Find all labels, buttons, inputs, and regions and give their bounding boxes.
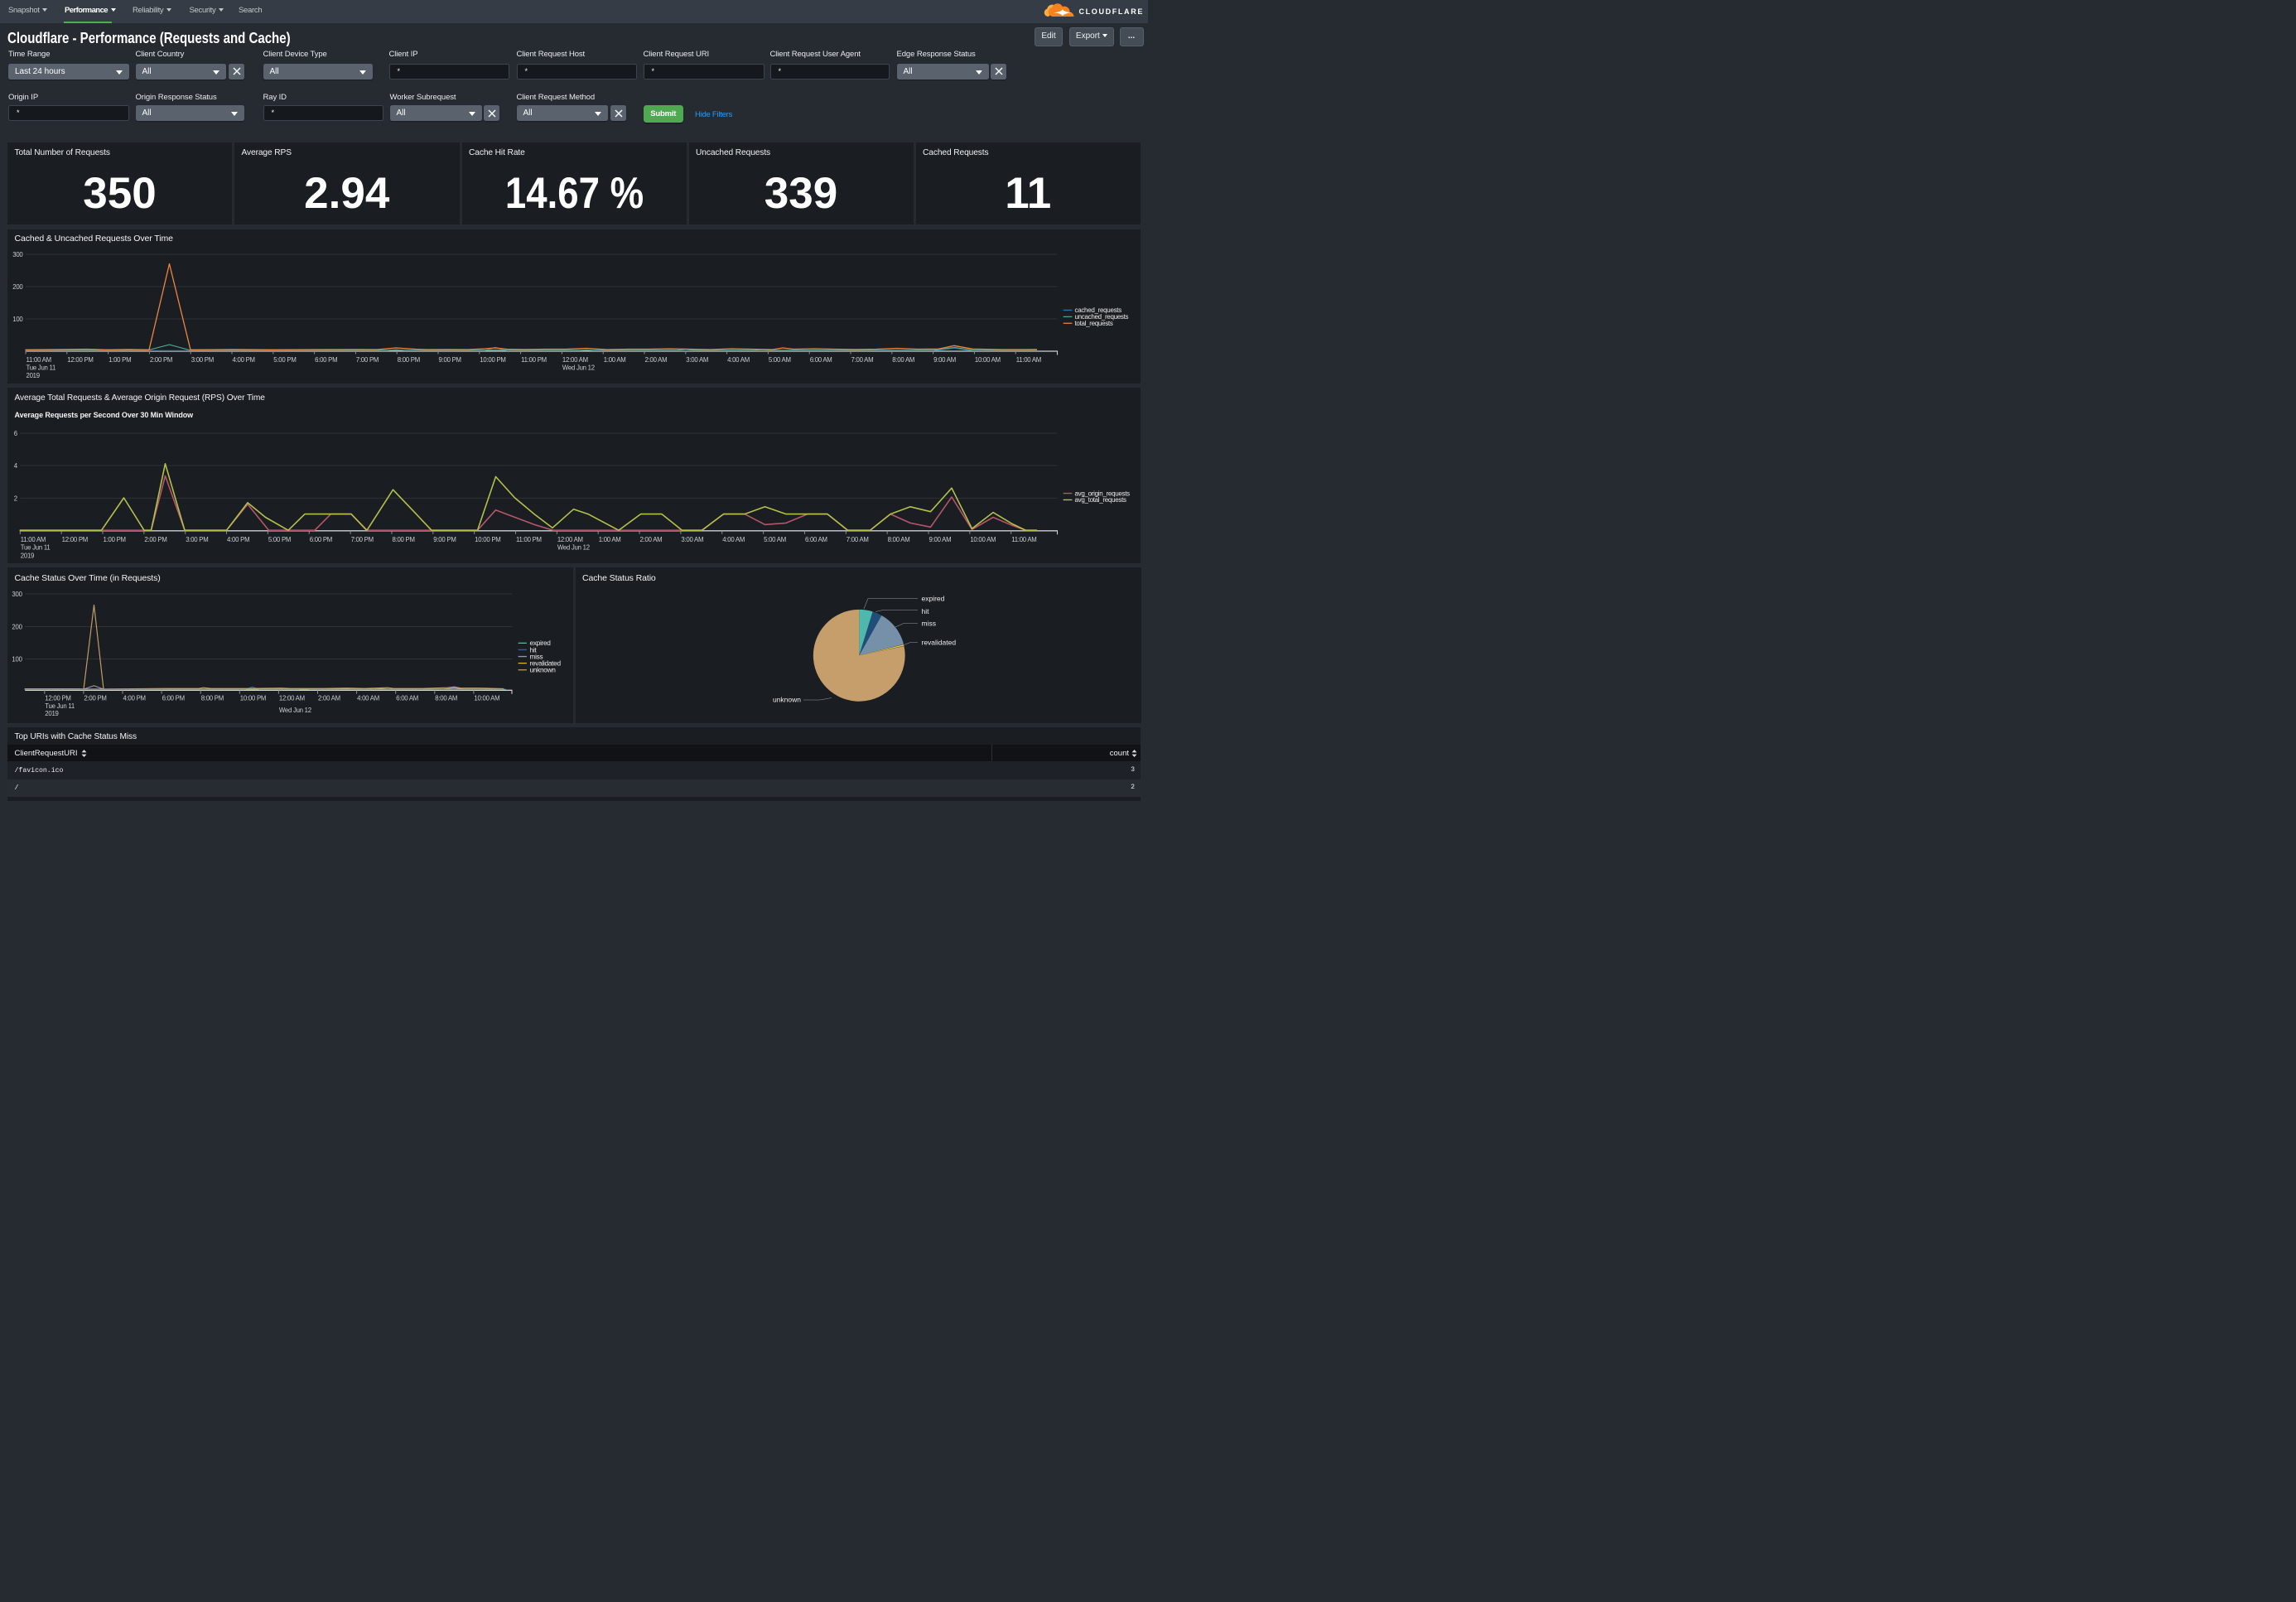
- svg-text:2:00 PM: 2:00 PM: [150, 356, 172, 364]
- svg-text:9:00 AM: 9:00 AM: [929, 536, 952, 543]
- svg-text:300: 300: [12, 591, 22, 598]
- svg-text:12:00 PM: 12:00 PM: [45, 695, 70, 702]
- svg-text:9:00 AM: 9:00 AM: [933, 356, 956, 364]
- svg-text:Wed Jun 12: Wed Jun 12: [562, 364, 595, 372]
- svg-text:expired: expired: [530, 639, 552, 647]
- svg-text:4:00 AM: 4:00 AM: [722, 536, 745, 543]
- svg-text:2:00 PM: 2:00 PM: [84, 695, 106, 702]
- svg-text:7:00 AM: 7:00 AM: [851, 356, 874, 364]
- svg-text:11:00 AM: 11:00 AM: [1011, 536, 1036, 543]
- svg-text:4:00 PM: 4:00 PM: [123, 695, 146, 702]
- svg-text:10:00 AM: 10:00 AM: [970, 536, 996, 543]
- svg-text:uncached_requests: uncached_requests: [1075, 313, 1129, 321]
- svg-text:10:00 AM: 10:00 AM: [474, 695, 499, 702]
- svg-text:10:00 PM: 10:00 PM: [475, 536, 500, 543]
- svg-text:6:00 PM: 6:00 PM: [315, 356, 337, 364]
- svg-text:cached_requests: cached_requests: [1075, 306, 1122, 314]
- svg-text:2:00 AM: 2:00 AM: [318, 695, 340, 702]
- svg-text:8:00 PM: 8:00 PM: [392, 536, 414, 543]
- svg-text:10:00 PM: 10:00 PM: [240, 695, 266, 702]
- svg-text:5:00 PM: 5:00 PM: [268, 536, 291, 543]
- svg-text:4:00 AM: 4:00 AM: [727, 356, 750, 364]
- svg-text:5:00 PM: 5:00 PM: [273, 356, 296, 364]
- svg-text:8:00 PM: 8:00 PM: [398, 356, 420, 364]
- svg-text:4:00 AM: 4:00 AM: [357, 695, 379, 702]
- svg-text:Wed Jun 12: Wed Jun 12: [279, 707, 311, 714]
- svg-text:expired: expired: [922, 595, 945, 603]
- svg-text:12:00 AM: 12:00 AM: [279, 695, 305, 702]
- svg-text:9:00 PM: 9:00 PM: [439, 356, 461, 364]
- svg-text:revalidated: revalidated: [922, 639, 957, 647]
- svg-text:5:00 AM: 5:00 AM: [769, 356, 791, 364]
- svg-text:total_requests: total_requests: [1075, 320, 1113, 327]
- svg-text:Tue Jun 11: Tue Jun 11: [45, 702, 75, 710]
- svg-text:9:00 PM: 9:00 PM: [433, 536, 456, 543]
- svg-text:8:00 AM: 8:00 AM: [892, 356, 914, 364]
- svg-text:10:00 AM: 10:00 AM: [975, 356, 1001, 364]
- svg-text:11:00 PM: 11:00 PM: [521, 356, 547, 364]
- svg-text:1:00 PM: 1:00 PM: [104, 536, 126, 543]
- svg-text:5:00 AM: 5:00 AM: [764, 536, 786, 543]
- svg-text:6:00 AM: 6:00 AM: [810, 356, 832, 364]
- svg-text:2019: 2019: [27, 372, 40, 379]
- svg-text:8:00 AM: 8:00 AM: [435, 695, 457, 702]
- svg-text:Tue Jun 11: Tue Jun 11: [21, 544, 51, 552]
- svg-text:unknown: unknown: [530, 666, 557, 674]
- svg-text:revalidated: revalidated: [530, 659, 562, 668]
- svg-text:2019: 2019: [21, 552, 34, 559]
- svg-text:200: 200: [12, 283, 23, 291]
- svg-text:unknown: unknown: [773, 696, 801, 704]
- svg-text:2:00 AM: 2:00 AM: [640, 536, 663, 543]
- svg-text:12:00 PM: 12:00 PM: [67, 356, 93, 364]
- svg-text:11:00 AM: 11:00 AM: [21, 536, 46, 543]
- svg-text:1:00 PM: 1:00 PM: [109, 356, 131, 364]
- svg-text:7:00 PM: 7:00 PM: [351, 536, 374, 543]
- svg-text:8:00 PM: 8:00 PM: [201, 695, 224, 702]
- svg-text:3:00 PM: 3:00 PM: [191, 356, 214, 364]
- svg-text:4: 4: [14, 462, 18, 470]
- svg-text:12:00 PM: 12:00 PM: [62, 536, 88, 543]
- svg-text:6:00 PM: 6:00 PM: [162, 695, 185, 702]
- svg-text:6:00 PM: 6:00 PM: [310, 536, 332, 543]
- svg-text:3:00 PM: 3:00 PM: [186, 536, 208, 543]
- svg-text:6: 6: [14, 430, 17, 437]
- svg-text:avg_total_requests: avg_total_requests: [1075, 496, 1127, 504]
- svg-text:7:00 PM: 7:00 PM: [356, 356, 379, 364]
- svg-text:2019: 2019: [45, 710, 58, 717]
- svg-text:avg_origin_requests: avg_origin_requests: [1075, 490, 1131, 497]
- svg-text:4:00 PM: 4:00 PM: [233, 356, 255, 364]
- svg-text:3:00 AM: 3:00 AM: [681, 536, 703, 543]
- svg-text:miss: miss: [530, 652, 543, 660]
- svg-text:miss: miss: [922, 620, 936, 628]
- svg-text:11:00 AM: 11:00 AM: [27, 356, 51, 364]
- svg-text:4:00 PM: 4:00 PM: [227, 536, 249, 543]
- svg-text:1:00 AM: 1:00 AM: [604, 356, 626, 364]
- svg-text:2: 2: [14, 495, 17, 502]
- svg-text:7:00 AM: 7:00 AM: [847, 536, 869, 543]
- svg-text:200: 200: [12, 624, 22, 631]
- svg-text:6:00 AM: 6:00 AM: [805, 536, 827, 543]
- svg-text:11:00 PM: 11:00 PM: [516, 536, 542, 543]
- svg-text:Wed Jun 12: Wed Jun 12: [557, 544, 590, 552]
- svg-text:3:00 AM: 3:00 AM: [686, 356, 708, 364]
- svg-text:hit: hit: [530, 645, 538, 654]
- svg-text:12:00 AM: 12:00 AM: [562, 356, 588, 364]
- svg-text:300: 300: [12, 251, 23, 258]
- svg-text:100: 100: [12, 316, 23, 323]
- svg-text:100: 100: [12, 656, 22, 663]
- svg-text:2:00 AM: 2:00 AM: [645, 356, 668, 364]
- svg-text:2:00 PM: 2:00 PM: [144, 536, 166, 543]
- svg-text:1:00 AM: 1:00 AM: [599, 536, 621, 543]
- svg-text:hit: hit: [922, 607, 930, 615]
- svg-text:6:00 AM: 6:00 AM: [396, 695, 418, 702]
- svg-text:10:00 PM: 10:00 PM: [480, 356, 505, 364]
- svg-text:11:00 AM: 11:00 AM: [1016, 356, 1041, 364]
- svg-text:Tue Jun 11: Tue Jun 11: [27, 364, 56, 372]
- svg-text:12:00 AM: 12:00 AM: [557, 536, 583, 543]
- svg-text:8:00 AM: 8:00 AM: [888, 536, 910, 543]
